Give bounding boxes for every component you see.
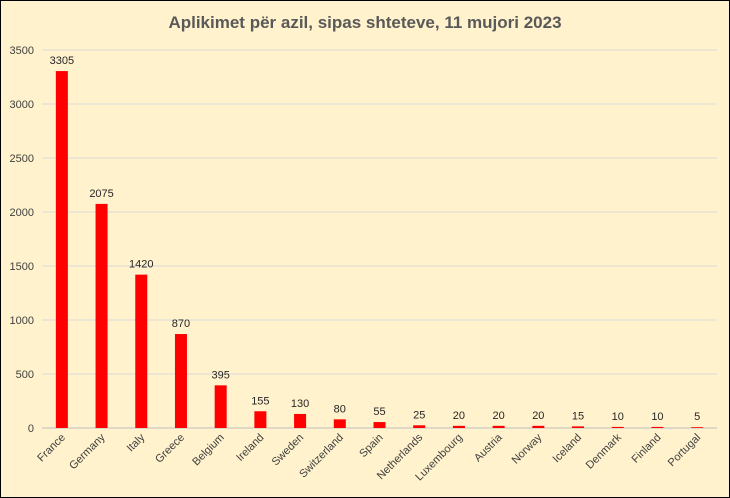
bar xyxy=(651,426,664,428)
data-label: 1420 xyxy=(129,259,153,271)
data-label: 10 xyxy=(612,411,624,423)
y-tick-label: 3000 xyxy=(10,99,34,111)
data-label: 870 xyxy=(172,318,190,330)
data-label: 130 xyxy=(291,398,309,410)
data-label: 2075 xyxy=(89,188,113,200)
bar xyxy=(452,425,465,428)
data-label: 10 xyxy=(651,411,663,423)
bar xyxy=(611,426,624,428)
data-label: 155 xyxy=(251,395,269,407)
bar xyxy=(55,71,68,428)
data-label: 3305 xyxy=(50,55,74,67)
bar xyxy=(294,413,307,428)
y-tick-label: 1500 xyxy=(10,261,34,273)
bar xyxy=(174,334,187,428)
data-label: 395 xyxy=(211,369,229,381)
bar xyxy=(572,426,585,428)
y-tick-label: 500 xyxy=(16,369,34,381)
bars xyxy=(55,71,704,428)
data-label: 20 xyxy=(453,410,465,422)
bar xyxy=(135,274,148,428)
y-tick-label: 2000 xyxy=(10,207,34,219)
bar xyxy=(373,422,386,428)
bar xyxy=(492,425,505,428)
bar xyxy=(691,427,704,428)
data-label: 5 xyxy=(694,411,700,423)
bar xyxy=(333,419,346,428)
chart-title: Aplikimet për azil, sipas shteteve, 11 m… xyxy=(168,13,561,32)
bar xyxy=(214,385,227,428)
bar xyxy=(254,411,267,428)
bar xyxy=(95,203,108,428)
data-labels: 3305 2075 1420 870 395 155 130 80 55 25 20 20 20 15 10… xyxy=(50,55,701,423)
data-label: 55 xyxy=(373,406,385,418)
data-label: 20 xyxy=(492,410,504,422)
y-axis-ticks: 0 500 1000 1500 2000 2500 3000 3500 xyxy=(10,45,34,435)
bar xyxy=(532,425,545,428)
data-label: 15 xyxy=(572,410,584,422)
data-label: 80 xyxy=(334,403,346,415)
y-tick-label: 2500 xyxy=(10,153,34,165)
y-tick-label: 1000 xyxy=(10,315,34,327)
y-tick-label: 3500 xyxy=(10,45,34,57)
data-label: 20 xyxy=(532,410,544,422)
bar xyxy=(413,425,426,428)
gridlines xyxy=(42,49,717,429)
y-tick-label: 0 xyxy=(28,423,34,435)
data-label: 25 xyxy=(413,409,425,421)
